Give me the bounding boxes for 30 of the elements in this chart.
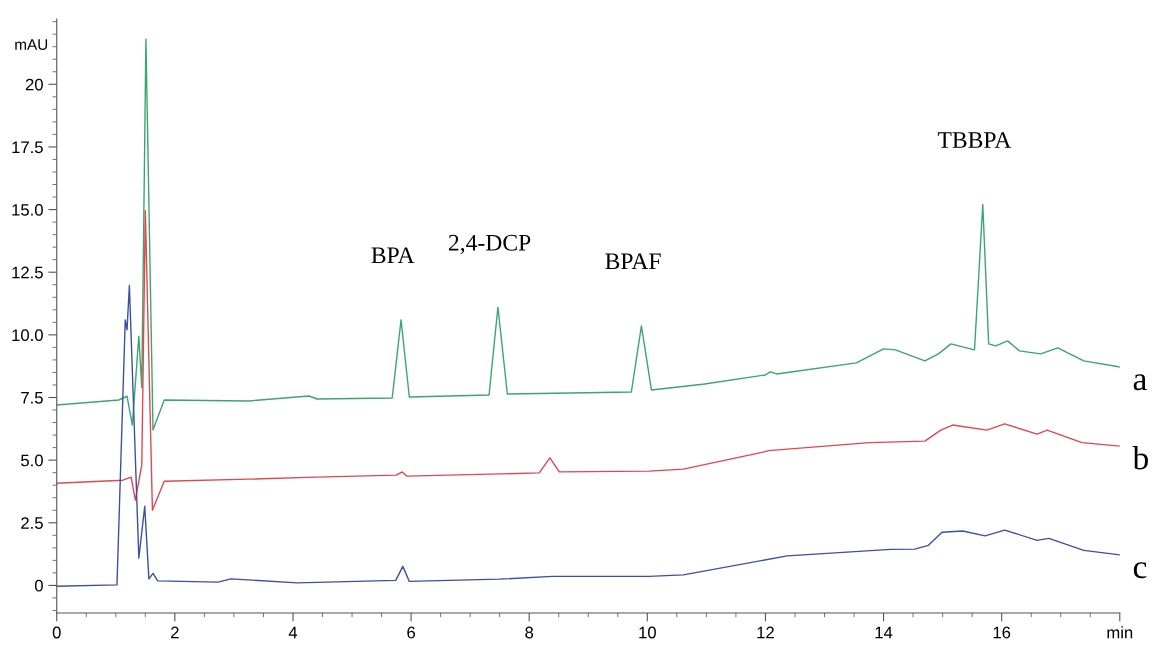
x-tick-label: 10	[639, 626, 656, 639]
x-tick-label: min	[1107, 626, 1133, 639]
y-tick-label: 17.5	[12, 141, 43, 154]
y-tick-label: 0	[34, 579, 43, 592]
y-tick-label: 12.5	[12, 266, 43, 279]
annotation: 2,4-DCP	[448, 234, 531, 255]
series-label: a	[1133, 374, 1147, 391]
annotation: BPA	[371, 247, 415, 264]
line-series	[56, 209, 1120, 511]
y-tick-label: 7.5	[21, 392, 43, 404]
y-tick-label: 20	[25, 78, 43, 91]
annotation: BPAF	[605, 253, 661, 270]
y-tick-label: 10.0	[12, 329, 43, 342]
x-tick-label: 6	[407, 626, 415, 639]
y-tick-label: 2.5	[21, 517, 43, 529]
x-tick-label: 8	[525, 626, 534, 639]
y-axis-title: mAU	[15, 39, 48, 50]
x-tick-label: 2	[171, 626, 179, 639]
x-tick-label: 16	[993, 626, 1011, 639]
x-tick-label: 12	[757, 626, 774, 639]
x-tick-label: 14	[875, 626, 893, 639]
x-tick-label: 4	[288, 626, 298, 639]
y-tick-label: 15.0	[12, 203, 43, 216]
x-tick-label: 0	[52, 626, 61, 639]
series-label: c	[1133, 562, 1147, 579]
y-tick-label: 5.0	[21, 454, 43, 467]
annotation: TBBPA	[937, 132, 1012, 148]
line-series	[56, 38, 1120, 431]
series-label: b	[1132, 446, 1148, 470]
line-series	[56, 284, 1120, 587]
